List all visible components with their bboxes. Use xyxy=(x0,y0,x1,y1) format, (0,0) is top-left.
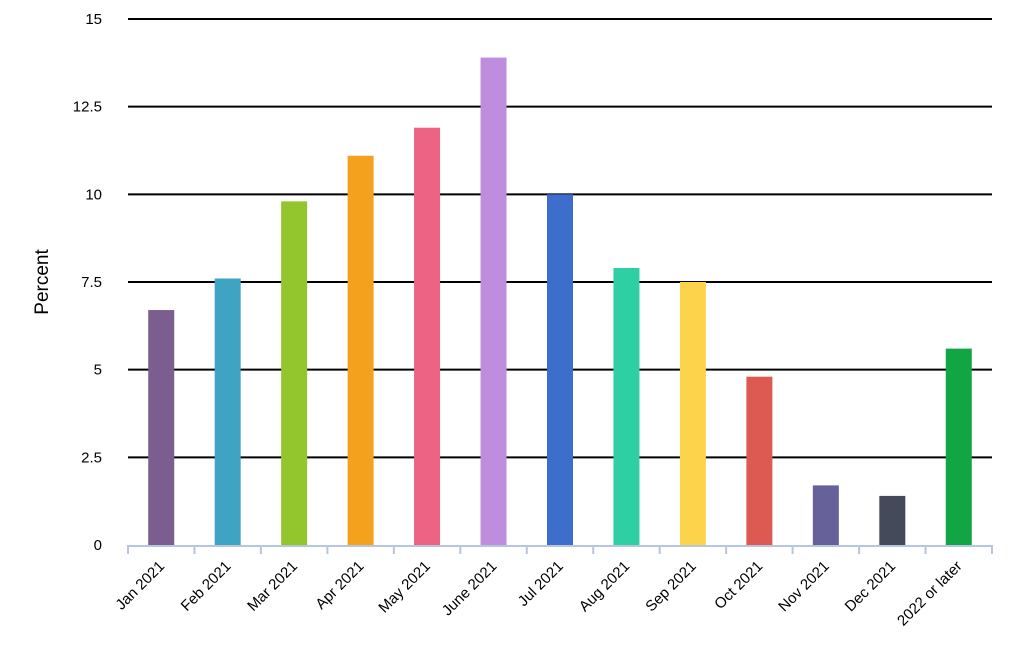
bar xyxy=(281,201,308,545)
x-tick-label: Apr 2021 xyxy=(312,558,367,613)
bar xyxy=(347,155,374,545)
x-tick-label: 2022 or later xyxy=(894,558,966,630)
y-tick-label: 2.5 xyxy=(81,449,102,466)
x-tick-label: Dec 2021 xyxy=(842,558,899,615)
x-tick-label: Aug 2021 xyxy=(576,558,633,615)
y-tick-label: 5 xyxy=(94,362,102,379)
x-tick-label: May 2021 xyxy=(375,558,434,617)
bar xyxy=(148,310,175,545)
x-tick-label: Oct 2021 xyxy=(711,558,766,613)
bar xyxy=(679,282,706,545)
y-axis-title: Percent xyxy=(32,249,53,315)
y-axis-tick-labels: 0 2.5 5 7.5 10 12.5 15 xyxy=(73,11,102,554)
bar xyxy=(480,57,507,545)
bar xyxy=(879,495,906,545)
x-tick-label: Mar 2021 xyxy=(244,558,301,615)
bar xyxy=(414,127,441,545)
x-tick-label: June 2021 xyxy=(439,558,501,620)
bar xyxy=(547,194,573,546)
y-tick-label: 15 xyxy=(85,11,102,28)
x-tick-label: Nov 2021 xyxy=(775,558,832,615)
x-tick-label: Sep 2021 xyxy=(642,558,699,615)
x-tick-label: Feb 2021 xyxy=(178,558,235,615)
y-tick-label: 12.5 xyxy=(73,99,102,116)
bar xyxy=(214,278,241,545)
x-axis xyxy=(127,545,993,554)
x-axis-tick-labels: Jan 2021 Feb 2021 Mar 2021 Apr 2021 May 2021… xyxy=(112,558,965,630)
x-tick-label: Jul 2021 xyxy=(515,558,567,610)
bar xyxy=(613,267,640,545)
y-tick-label: 0 xyxy=(94,537,102,554)
bar xyxy=(945,348,972,545)
bar xyxy=(746,376,773,545)
y-tick-label: 7.5 xyxy=(81,274,102,291)
bars xyxy=(148,57,972,546)
x-tick-label: Jan 2021 xyxy=(112,558,168,614)
bar xyxy=(812,485,839,545)
y-tick-label: 10 xyxy=(85,186,102,203)
